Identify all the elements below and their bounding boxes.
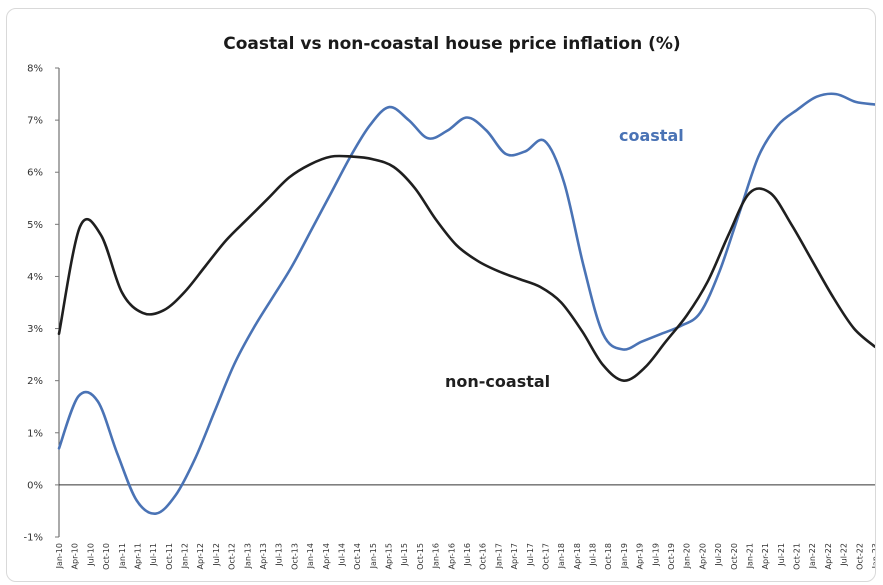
x-tick-label: Jan-12 [181, 543, 190, 569]
series-line-non-coastal [57, 154, 875, 382]
x-tick-label: Oct-19 [667, 543, 676, 570]
x-tick-label: Apr-13 [259, 543, 268, 569]
x-tick-label: Oct-16 [479, 543, 488, 570]
x-tick-label: Jan-23 [871, 543, 876, 569]
y-tick-label: 0% [27, 480, 43, 491]
chart-title: Coastal vs non-coastal house price infla… [223, 34, 680, 54]
x-tick-label: Jul-12 [212, 543, 221, 567]
x-tick-label: Oct-13 [290, 543, 299, 570]
annotation-non-coastal: non-coastal [445, 372, 550, 391]
x-axis: Jan-10 Apr-10 Jul-10 Oct-10 Jan-11 Apr-11 Jul-… [55, 543, 876, 570]
line-chart: Coastal vs non-coastal house price infla… [24, 34, 876, 570]
y-tick-label: 2% [27, 376, 43, 387]
x-tick-label: Apr-20 [698, 543, 707, 569]
x-tick-label: Apr-14 [322, 543, 331, 569]
x-tick-label: Apr-22 [824, 543, 833, 569]
x-tick-label: Jan-10 [55, 543, 64, 569]
x-tick-label: Jul-10 [86, 543, 95, 567]
x-tick-label: Jul-20 [714, 543, 723, 567]
y-tick-label: 5% [27, 220, 43, 231]
x-tick-label: Apr-10 [71, 543, 80, 569]
x-tick-label: Jul-17 [526, 543, 535, 567]
x-tick-label: Jul-15 [400, 543, 409, 567]
x-tick-label: Oct-10 [102, 543, 111, 570]
x-tick-label: Jan-22 [808, 543, 817, 569]
x-tick-label: Oct-14 [353, 543, 362, 570]
x-tick-label: Oct-15 [416, 543, 425, 570]
x-tick-label: Jan-16 [432, 543, 441, 569]
x-tick-label: Oct-17 [541, 543, 550, 570]
x-tick-label: Jul-19 [651, 543, 660, 567]
x-tick-label: Oct-20 [730, 543, 739, 570]
x-tick-label: Jan-21 [745, 543, 754, 569]
x-tick-label: Jul-16 [463, 543, 472, 567]
x-tick-label: Jan-17 [494, 543, 503, 569]
y-axis: -1% 0% 1% 2% 3% 4% 5% 6% 7% 8% [24, 64, 875, 544]
x-tick-label: Jan-14 [306, 543, 315, 569]
x-tick-label: Oct-18 [604, 543, 613, 570]
x-tick-label: Jul-14 [337, 543, 346, 567]
x-tick-label: Jul-21 [777, 543, 786, 567]
chart-card: Coastal vs non-coastal house price infla… [6, 8, 876, 582]
x-tick-label: Apr-11 [133, 543, 142, 569]
series-lines [57, 92, 875, 515]
x-tick-label: Jan-18 [557, 543, 566, 569]
y-tick-label: 8% [27, 64, 43, 75]
x-tick-label: Jan-20 [683, 543, 692, 569]
x-tick-label: Jan-11 [118, 543, 127, 569]
y-tick-label: 7% [27, 116, 43, 127]
y-tick-label: 3% [27, 324, 43, 335]
x-tick-label: Apr-18 [573, 543, 582, 569]
x-tick-label: Oct-21 [793, 543, 802, 570]
x-tick-label: Jan-15 [369, 543, 378, 569]
x-tick-label: Apr-19 [636, 543, 645, 569]
x-tick-label: Jul-22 [840, 543, 849, 567]
series-line-coastal [57, 92, 875, 515]
y-tick-label: 1% [27, 428, 43, 439]
y-tick-label: 6% [27, 168, 43, 179]
x-tick-label: Oct-12 [228, 543, 237, 570]
x-tick-label: Apr-17 [510, 543, 519, 569]
x-tick-label: Jan-13 [243, 543, 252, 569]
x-tick-label: Apr-15 [385, 543, 394, 569]
x-tick-label: Apr-12 [196, 543, 205, 569]
x-tick-label: Apr-21 [761, 543, 770, 569]
x-tick-label: Oct-22 [855, 543, 864, 570]
x-tick-label: Jul-11 [149, 543, 158, 567]
x-tick-label: Jul-13 [275, 543, 284, 567]
x-tick-label: Apr-16 [447, 543, 456, 569]
x-tick-label: Jan-19 [620, 543, 629, 569]
x-tick-label: Jul-18 [589, 543, 598, 567]
y-tick-label: 4% [27, 272, 43, 283]
y-tick-label: -1% [24, 533, 43, 544]
annotation-coastal: coastal [619, 126, 684, 145]
x-tick-label: Oct-11 [165, 543, 174, 570]
